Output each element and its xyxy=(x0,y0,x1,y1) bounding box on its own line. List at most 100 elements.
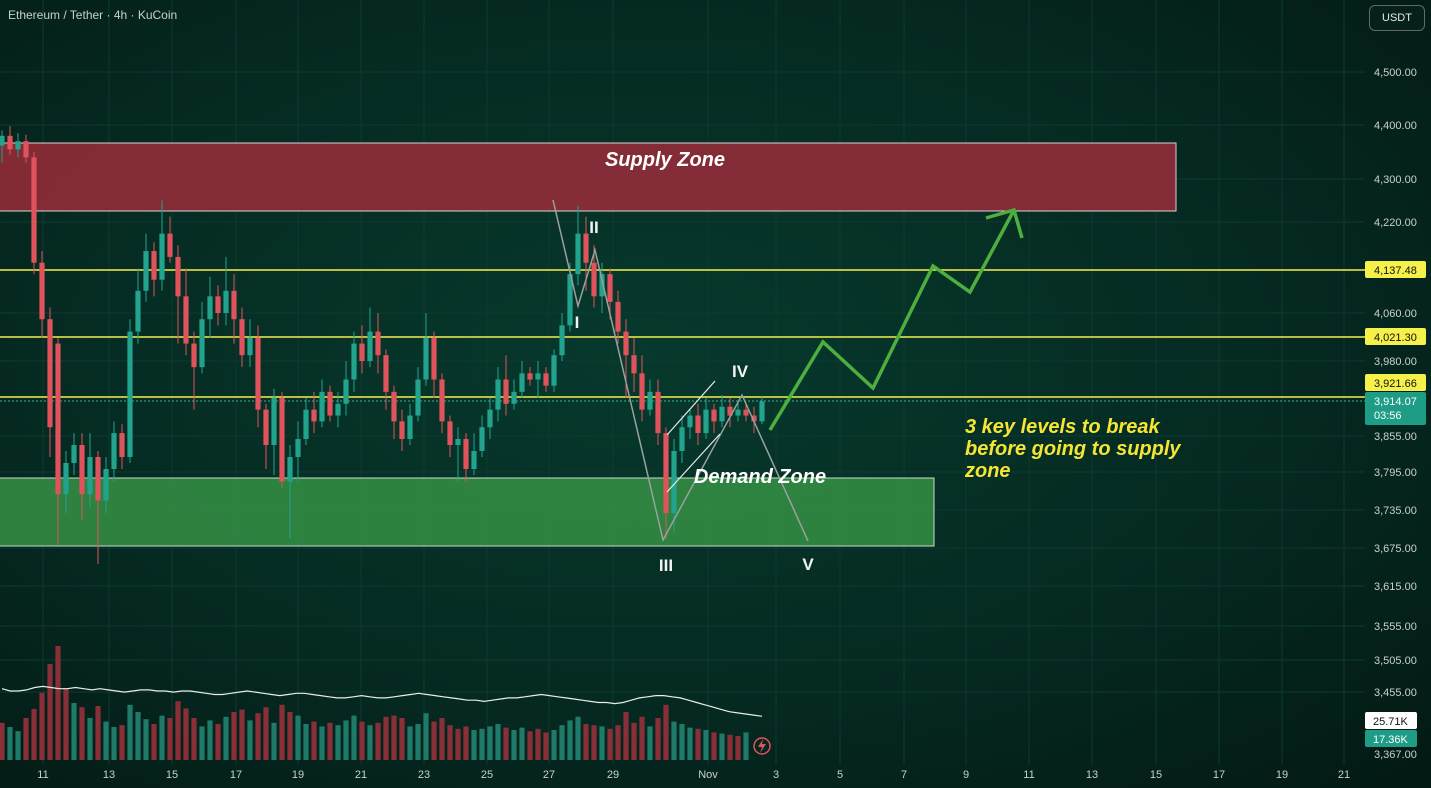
volume-bar xyxy=(311,721,317,760)
volume-value-a: 25.71K xyxy=(1373,716,1409,728)
candle-body xyxy=(79,445,85,495)
last-price-tag xyxy=(1365,392,1426,425)
time-tick: 9 xyxy=(963,769,969,781)
candle-body xyxy=(343,379,349,404)
price-tick: 4,021.30 xyxy=(1374,332,1417,344)
time-tick: 11 xyxy=(37,769,48,781)
currency-button[interactable]: USDT xyxy=(1369,5,1425,31)
candle-body xyxy=(175,256,181,297)
volume-bar xyxy=(183,708,189,760)
candle-body xyxy=(111,433,117,469)
volume-bar xyxy=(367,725,373,760)
price-tick: 4,400.00 xyxy=(1374,120,1417,132)
volume-bar xyxy=(0,722,5,760)
price-axis[interactable]: 4,500.00 4,400.00 4,300.00 4,220.00 4,137.48… xyxy=(1365,67,1426,761)
projection-arrow xyxy=(768,209,1016,431)
candle-body xyxy=(695,415,701,434)
volume-bar xyxy=(575,716,581,760)
demand-zone xyxy=(0,477,935,547)
candle-body xyxy=(31,157,37,263)
volume-bar xyxy=(607,728,613,760)
time-tick: 13 xyxy=(103,769,115,781)
price-tick: 4,137.48 xyxy=(1374,265,1417,277)
volume-bar xyxy=(679,724,685,760)
candle-body xyxy=(551,355,557,386)
price-tick: 3,455.00 xyxy=(1374,687,1417,699)
candle-body xyxy=(383,355,389,392)
price-tick: 4,500.00 xyxy=(1374,67,1417,79)
volume-bar xyxy=(719,733,725,760)
volume-bar xyxy=(127,704,133,760)
candle-body xyxy=(487,409,493,428)
candle-body xyxy=(95,457,101,501)
candle-body xyxy=(167,233,173,257)
volume-bar xyxy=(223,716,229,760)
volume-bar xyxy=(695,728,701,760)
volume-bar xyxy=(471,730,477,760)
volume-bar xyxy=(159,715,165,760)
volume-bar xyxy=(671,721,677,760)
volume-bar xyxy=(119,725,125,760)
volume-bar xyxy=(727,734,733,760)
wave-label: III xyxy=(659,556,673,575)
price-tick: 3,795.00 xyxy=(1374,467,1417,479)
candle-body xyxy=(527,373,533,380)
volume-bar xyxy=(111,727,117,760)
candle-body xyxy=(319,391,325,422)
volume-bar xyxy=(23,718,29,760)
volume-bar xyxy=(703,730,709,760)
volume-bar xyxy=(559,725,565,760)
volume-bar xyxy=(231,712,237,760)
candle-body xyxy=(679,427,685,451)
volume-bar xyxy=(15,731,21,760)
candle-body xyxy=(151,251,157,280)
note-text-line: zone xyxy=(964,460,1011,482)
candle-body xyxy=(495,379,501,410)
price-tick: 3,505.00 xyxy=(1374,655,1417,667)
volume-bar xyxy=(351,715,357,760)
candle-body xyxy=(591,262,597,297)
volume-bar xyxy=(479,728,485,760)
volume-bar xyxy=(535,728,541,760)
wave-label: V xyxy=(802,555,814,574)
volume-bar xyxy=(103,721,109,760)
volume-pane xyxy=(0,646,763,760)
candle-body xyxy=(103,469,109,501)
volume-bar xyxy=(143,719,149,760)
volume-bar xyxy=(279,704,285,760)
level-tag xyxy=(1365,261,1426,278)
time-tick: 19 xyxy=(1276,769,1288,781)
volume-bar xyxy=(71,703,77,760)
time-tick: 29 xyxy=(607,769,619,781)
volume-bar xyxy=(87,718,93,760)
candle-body xyxy=(503,379,509,404)
volume-bar xyxy=(631,722,637,760)
drawings xyxy=(552,199,1024,543)
volume-bar xyxy=(151,724,157,760)
volume-bar xyxy=(191,718,197,760)
candle-body xyxy=(127,331,133,457)
candle-body xyxy=(415,379,421,416)
candle-body xyxy=(735,409,741,416)
candle-body xyxy=(183,296,189,344)
candle-body xyxy=(471,451,477,469)
candle-body xyxy=(711,409,717,422)
candle-body xyxy=(447,421,453,445)
volume-ma-line xyxy=(1,685,763,717)
candle-body xyxy=(455,439,461,445)
candle-body xyxy=(567,274,573,326)
candle-body xyxy=(479,427,485,451)
candle-body xyxy=(703,409,709,434)
time-axis[interactable]: 11 13 15 17 19 21 23 25 27 29 Nov 3 5 7 9 11 13 15 17 19 21 xyxy=(37,769,1350,781)
candle-body xyxy=(423,337,429,380)
candle-body xyxy=(399,421,405,439)
candle-body xyxy=(23,141,29,158)
candle-body xyxy=(559,325,565,356)
volume-bar xyxy=(711,732,717,760)
zones xyxy=(0,142,1177,547)
volume-bar xyxy=(407,726,413,760)
volume-value-b: 17.36K xyxy=(1373,734,1409,746)
time-tick: 15 xyxy=(166,769,178,781)
